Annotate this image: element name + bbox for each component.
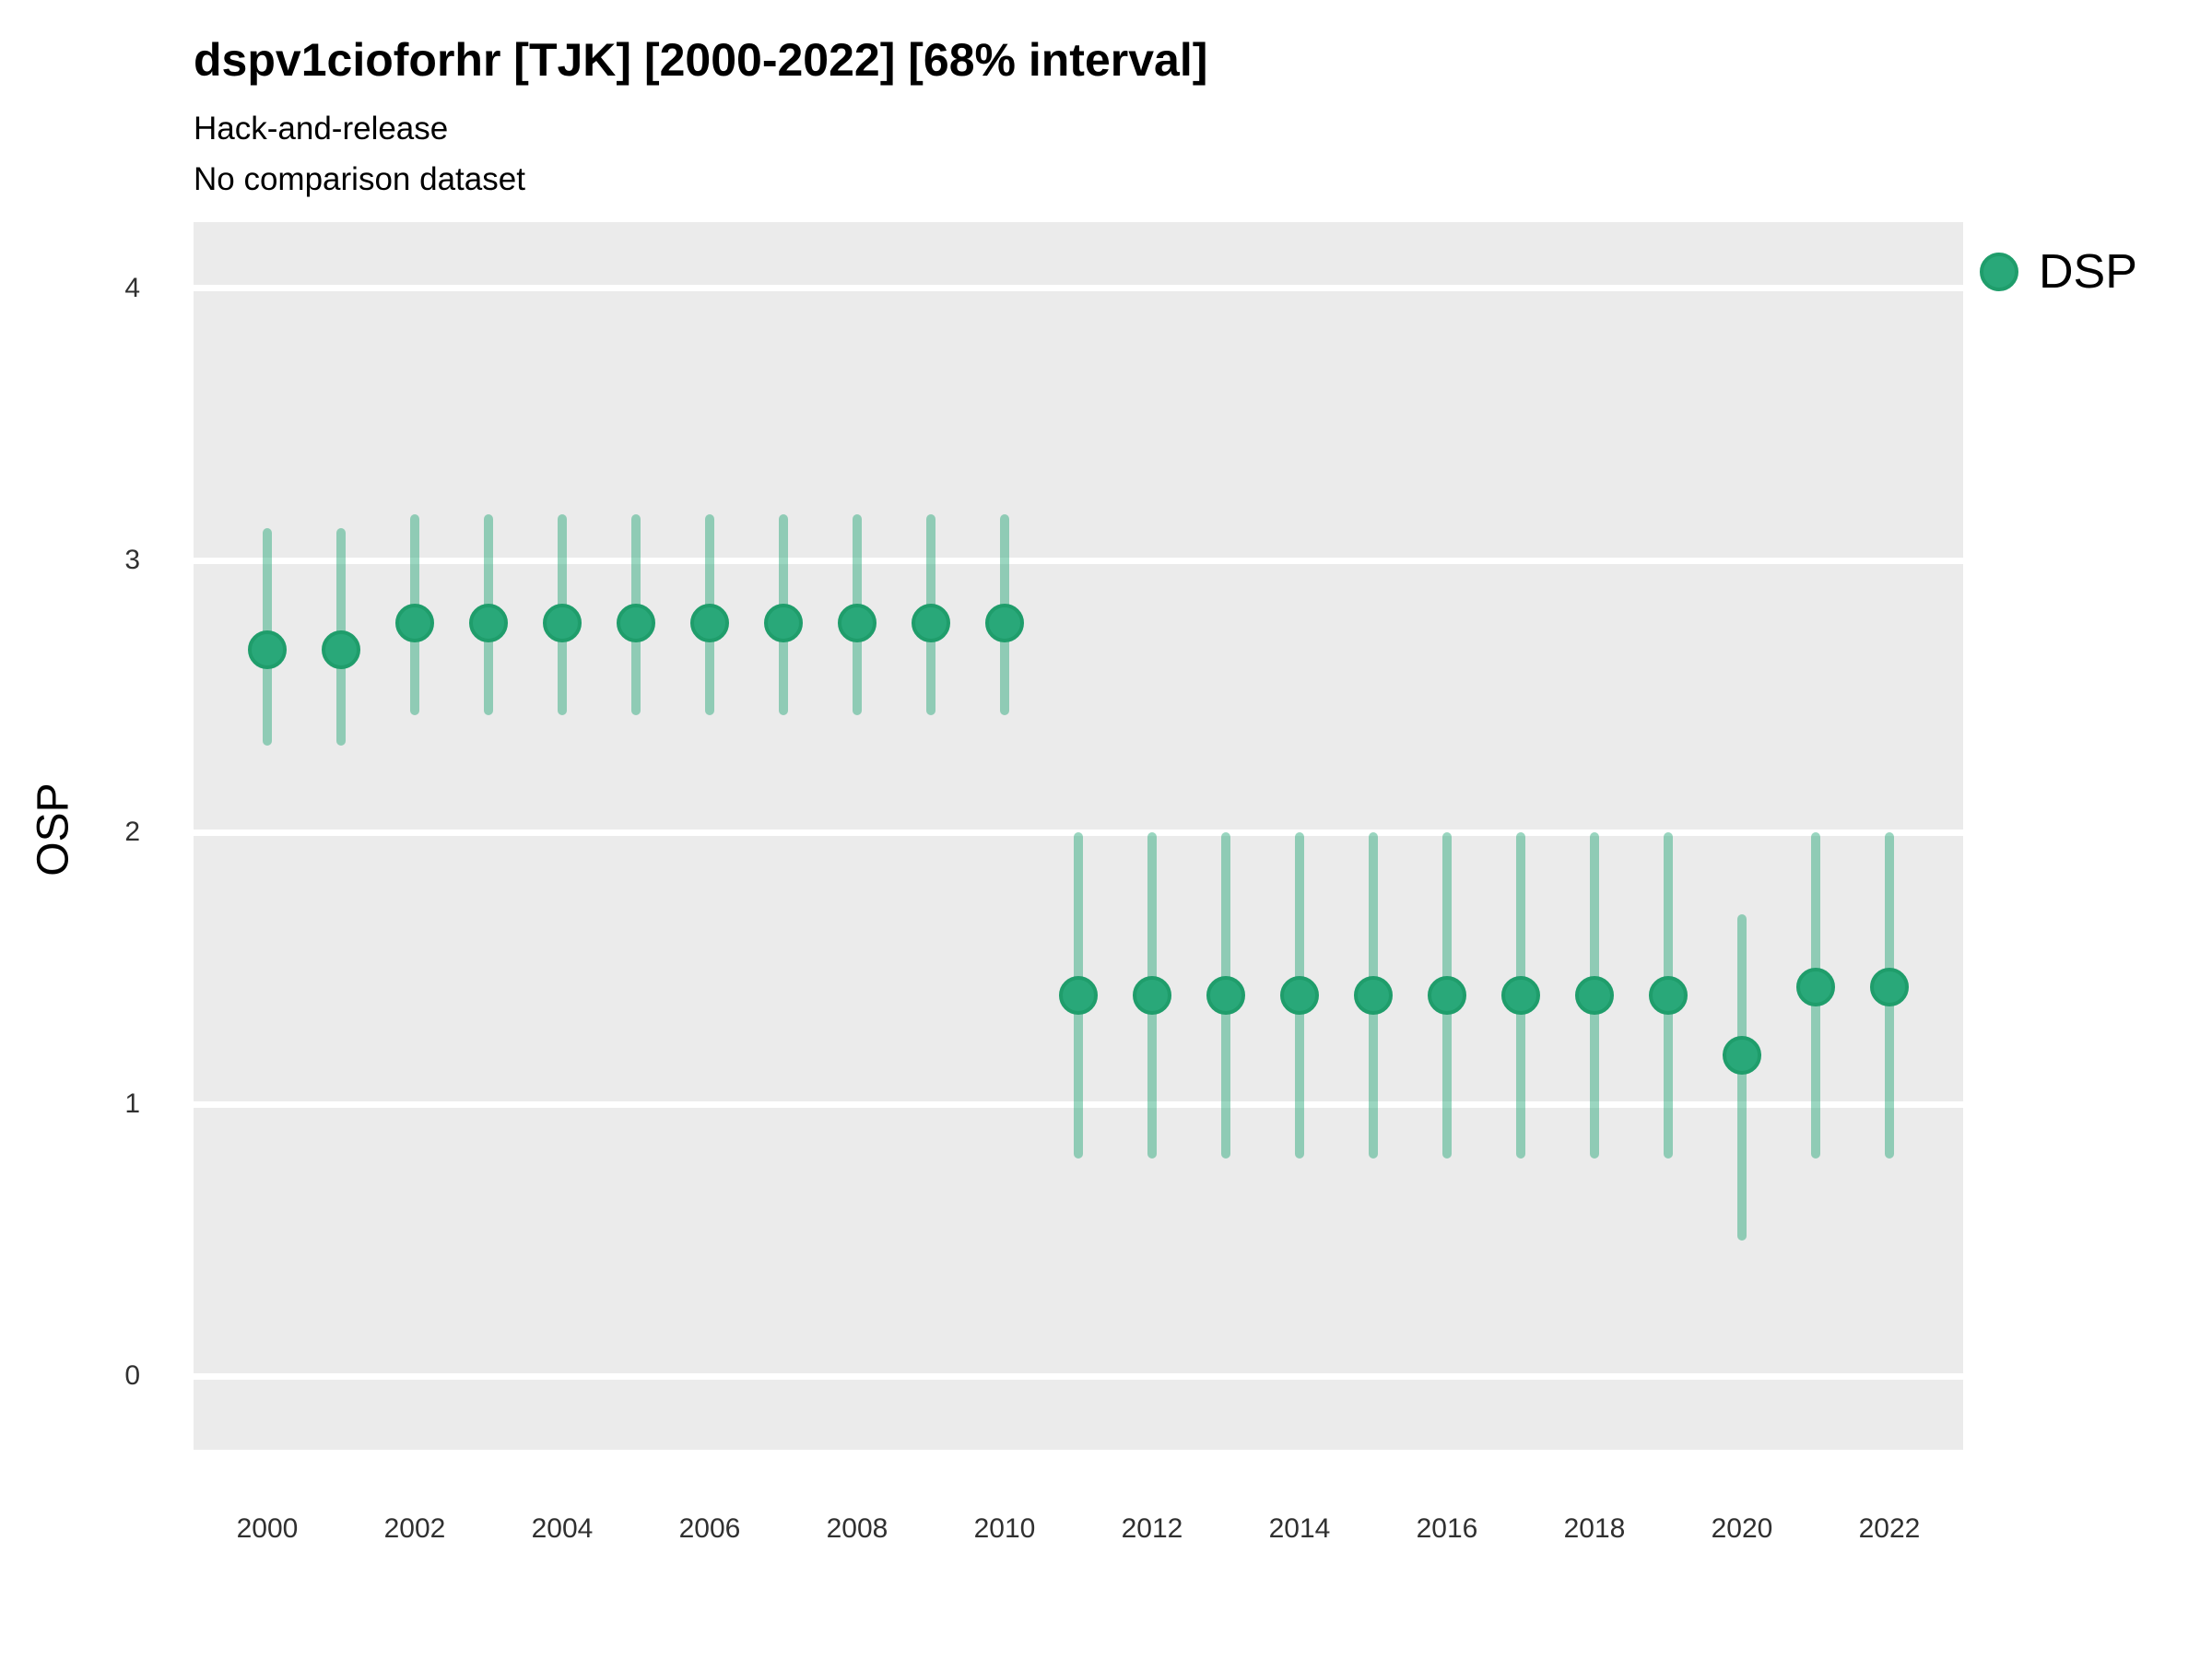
gridline-y-2: [194, 829, 1963, 836]
data-point-2011: [1059, 976, 1098, 1016]
data-point-2022: [1870, 968, 1909, 1007]
gridline-y-4: [194, 285, 1963, 292]
data-point-2017: [1501, 976, 1540, 1016]
data-point-2001: [322, 630, 360, 670]
data-point-2004: [543, 603, 582, 642]
data-point-2014: [1280, 976, 1319, 1016]
y-tick-label-1: 1: [124, 1088, 140, 1120]
x-tick-label-2002: 2002: [383, 1513, 446, 1544]
data-point-2007: [764, 603, 803, 642]
y-axis-title: OSP: [29, 782, 78, 877]
data-point-2019: [1649, 976, 1688, 1016]
legend-dsp-dot-icon: [1980, 253, 2018, 291]
gridline-y-0: [194, 1372, 1963, 1380]
y-tick-label-0: 0: [124, 1360, 140, 1392]
x-tick-label-2014: 2014: [1268, 1513, 1331, 1544]
x-tick-label-2012: 2012: [1121, 1513, 1183, 1544]
subtitle-line-1: Hack-and-release: [194, 111, 449, 147]
subtitle-line-2: No comparison dataset: [194, 161, 525, 197]
chart-title: dspv1cioforhr [TJK] [2000-2022] [68% int…: [194, 34, 1208, 86]
data-point-2008: [838, 603, 877, 642]
y-tick-label-3: 3: [124, 545, 140, 575]
y-tick-label-4: 4: [124, 272, 140, 303]
gridline-y-3: [194, 557, 1963, 564]
legend-dsp-label: DSP: [2039, 245, 2137, 299]
data-point-2016: [1428, 976, 1466, 1016]
x-tick-label-2006: 2006: [678, 1513, 741, 1544]
x-tick-label-2018: 2018: [1563, 1513, 1626, 1544]
interval-bar-2020: [1737, 913, 1747, 1241]
x-tick-label-2004: 2004: [531, 1513, 594, 1544]
data-point-2009: [912, 603, 950, 642]
x-tick-label-2016: 2016: [1416, 1513, 1478, 1544]
legend: DSP: [1980, 244, 2137, 300]
data-point-2015: [1354, 976, 1393, 1016]
data-point-2018: [1575, 976, 1614, 1016]
gridline-y-1: [194, 1100, 1963, 1108]
data-point-2010: [985, 603, 1024, 642]
data-point-2021: [1796, 968, 1835, 1007]
y-tick-label-2: 2: [124, 817, 140, 848]
x-tick-label-2008: 2008: [826, 1513, 888, 1544]
x-tick-label-2000: 2000: [236, 1513, 299, 1544]
data-point-2002: [395, 603, 434, 642]
data-point-2012: [1133, 976, 1171, 1016]
data-point-2005: [617, 603, 655, 642]
data-point-2003: [469, 603, 508, 642]
data-point-2000: [248, 630, 287, 670]
x-tick-label-2010: 2010: [973, 1513, 1036, 1544]
data-point-2020: [1723, 1035, 1761, 1075]
x-tick-label-2022: 2022: [1858, 1513, 1921, 1544]
x-tick-label-2020: 2020: [1711, 1513, 1773, 1544]
plot-panel: [194, 222, 1963, 1450]
data-point-2013: [1206, 976, 1245, 1016]
data-point-2006: [690, 603, 729, 642]
chart-subtitle: Hack-and-release No comparison dataset: [194, 103, 525, 205]
